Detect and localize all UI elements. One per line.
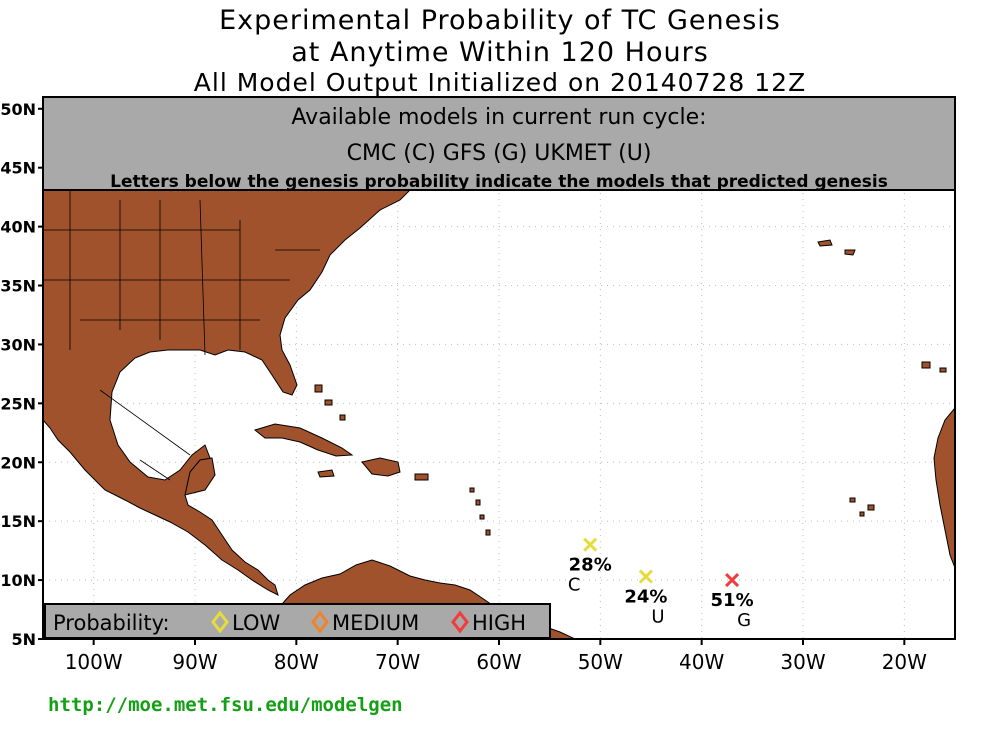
madeira-islands [921,361,947,373]
diamond-icon [211,610,229,634]
model-letter-label: G [737,610,751,631]
diamond-icon [451,610,469,634]
legend-item-high: HIGH [472,611,526,635]
x-marker-icon [638,569,653,584]
lat-tick-label: 5N [11,630,36,649]
lat-tick-label: 35N [0,277,36,296]
lon-tick-label: 30W [780,650,825,674]
latitude-axis: 50N 45N 40N 35N 30N 25N 20N 15N 10N 5N [0,100,43,649]
lat-tick-label: 30N [0,335,36,354]
lon-tick-label: 100W [65,650,123,674]
info-box-models: CMC (C) GFS (G) UKMET (U) [347,141,652,166]
title-line-3: All Model Output Initialized on 20140728… [193,68,807,97]
azores-islands [817,239,856,256]
legend-item-medium: MEDIUM [332,611,419,635]
north-america-landmass [43,189,412,596]
genesis-marker-high: 51%G [711,573,754,631]
info-box: Available models in current run cycle: C… [42,96,956,192]
genesis-marker-low: 28%C [568,537,612,596]
lesser-antilles [469,487,491,536]
cuba-island [253,423,354,457]
x-marker-icon [725,573,740,588]
legend-item-low: LOW [232,611,280,635]
bahamas-islands [314,384,346,421]
lat-tick-label: 25N [0,394,36,413]
lat-tick-label: 20N [0,453,36,472]
model-letter-label: U [651,607,664,628]
lat-tick-label: 40N [0,218,36,237]
africa-coast [933,407,955,569]
lon-tick-label: 70W [375,650,420,674]
hispaniola-island [361,457,401,477]
info-box-background [42,96,956,191]
lon-tick-label: 20W [882,650,927,674]
lon-tick-label: 40W [679,650,724,674]
lat-tick-label: 50N [0,100,36,119]
model-letter-label: C [568,575,581,596]
lon-tick-label: 60W [476,650,521,674]
probability-label: 24% [624,587,667,608]
legend-label: Probability: [53,611,170,635]
lon-tick-label: 90W [172,650,217,674]
longitude-axis: 100W 90W 80W 70W 60W 50W 40W 30W 20W [65,639,927,674]
lat-tick-label: 45N [0,159,36,178]
diamond-icon [311,610,329,634]
title-line-1: Experimental Probability of TC Genesis [219,5,781,36]
lat-tick-label: 15N [0,512,36,531]
x-marker-icon [583,537,598,552]
lon-tick-label: 50W [578,650,623,674]
probability-label: 51% [711,590,754,611]
genesis-marker-low: 24%U [624,569,667,628]
info-box-note: Letters below the genesis probability in… [110,172,888,192]
title-line-2: at Anytime Within 120 Hours [291,37,709,68]
yucatan-peninsula [184,457,216,496]
political-borders [43,190,320,481]
lon-tick-label: 80W [274,650,319,674]
info-box-heading: Available models in current run cycle: [291,105,706,130]
probability-legend: Probability: LOW MEDIUM HIGH [44,603,551,639]
puerto-rico-island [414,473,429,481]
genesis-points: 28%C 24%U 51%G [568,537,754,631]
canary-islands [849,497,875,517]
source-url-link[interactable]: http://moe.met.fsu.edu/modelgen [48,694,403,716]
lat-tick-label: 10N [0,571,36,590]
probability-label: 28% [569,555,612,576]
jamaica-island [317,469,335,478]
